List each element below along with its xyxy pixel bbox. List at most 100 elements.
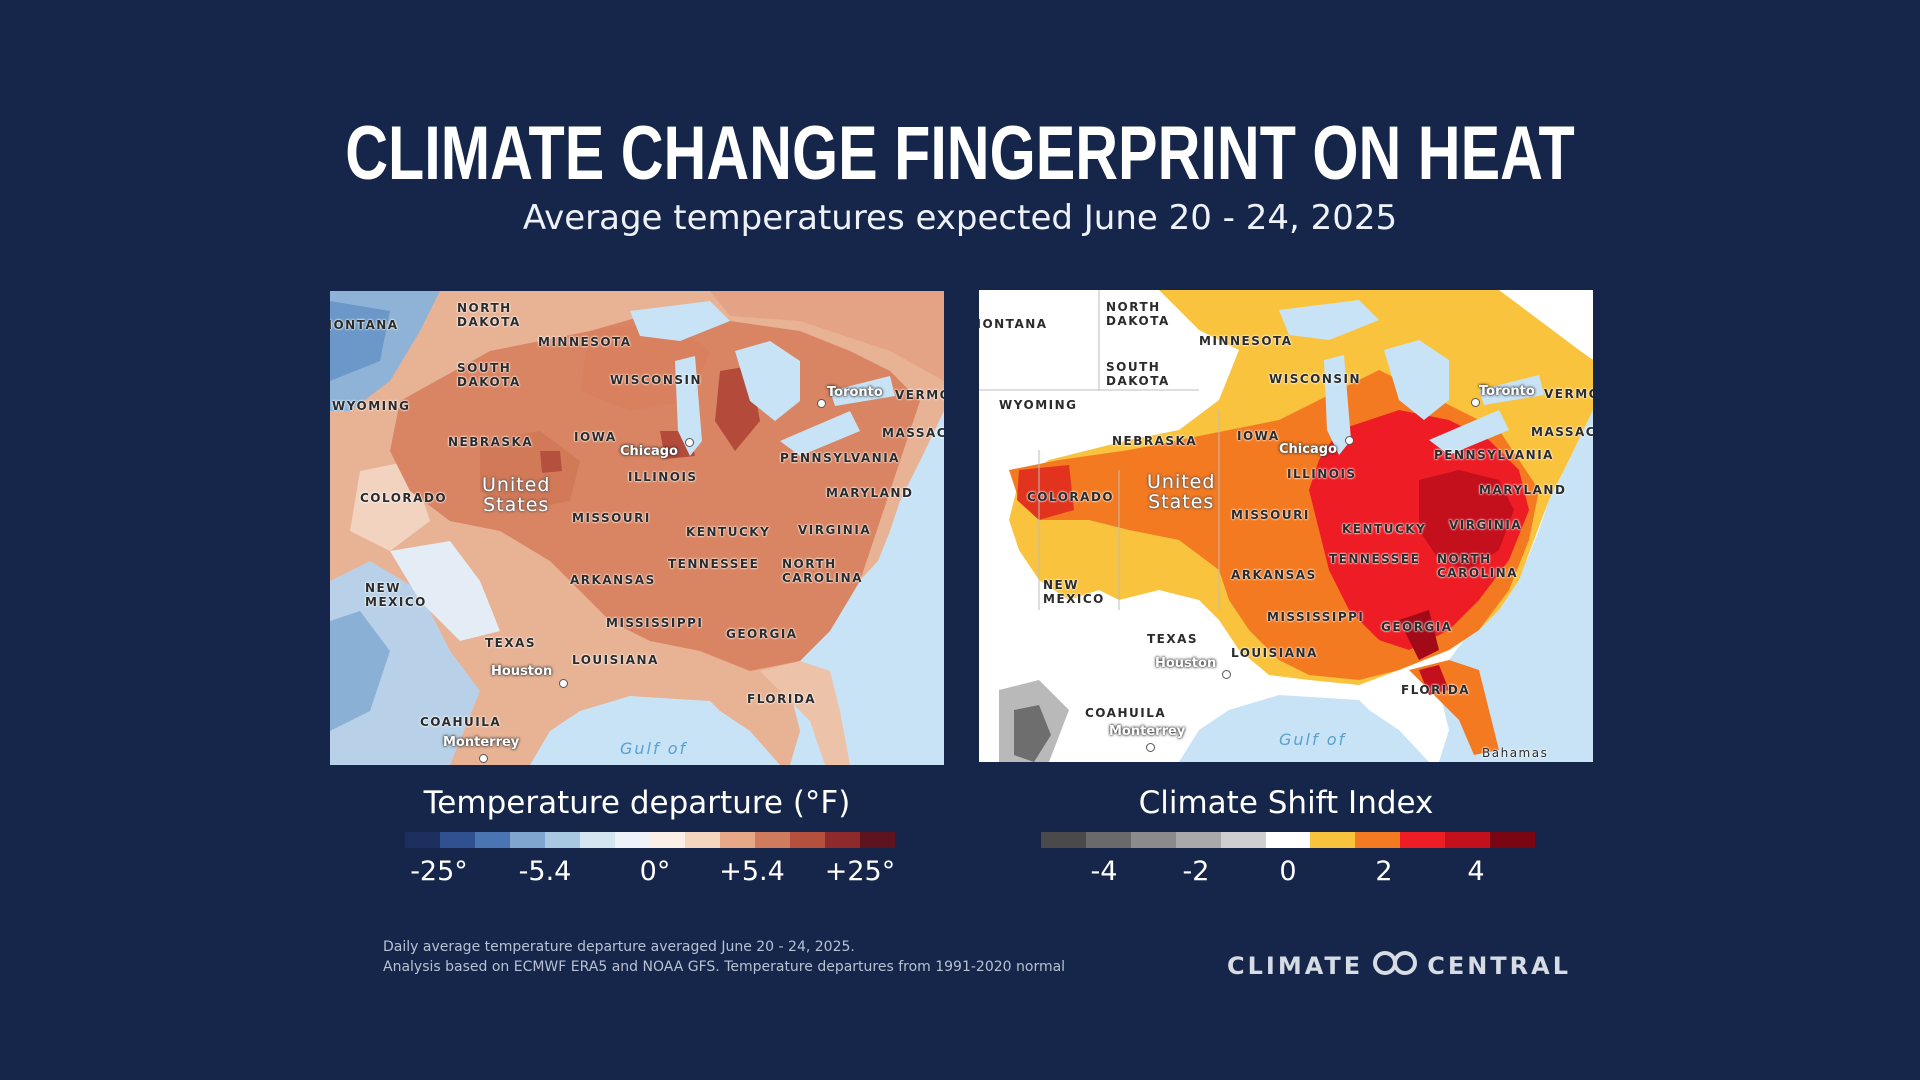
- tick-label: 0°: [639, 856, 671, 887]
- label-missouri: MISSOURI: [572, 511, 651, 525]
- color-swatch: [1220, 832, 1266, 848]
- temperature-color-scale: [405, 832, 895, 848]
- label-south-dakota: SOUTH DAKOTA: [1106, 360, 1170, 388]
- city-monterrey: Monterrey: [1109, 724, 1186, 739]
- city-dot-monterrey: [479, 754, 488, 763]
- city-chicago: Chicago: [1279, 442, 1337, 457]
- label-vermont: VERMO: [1544, 387, 1593, 401]
- label-massachusetts: MASSACH: [882, 426, 944, 440]
- label-georgia: GEORGIA: [1381, 620, 1453, 634]
- color-swatch: [1355, 832, 1401, 848]
- color-swatch: [720, 832, 755, 848]
- label-pennsylvania: PENNSYLVANIA: [1434, 448, 1554, 462]
- city-dot-toronto: [1471, 398, 1480, 407]
- label-missouri: MISSOURI: [1231, 508, 1310, 522]
- csi-map-graphic: [979, 290, 1593, 762]
- city-toronto: Toronto: [1479, 384, 1535, 399]
- color-swatch: [1265, 832, 1311, 848]
- climate-central-logo: CLIMATE CENTRAL: [1227, 950, 1571, 982]
- label-louisiana: LOUISIANA: [572, 653, 659, 667]
- label-florida: FLORIDA: [1401, 683, 1471, 697]
- label-montana: MONTANA: [979, 317, 1048, 331]
- climate-shift-index-map: NORTH DAKOTA MONTANA MINNESOTA SOUTH DAK…: [979, 290, 1593, 762]
- label-coahuila: COAHUILA: [420, 715, 502, 729]
- water-label-gulf: Gulf of: [620, 739, 688, 758]
- label-north-carolina: NORTH CAROLINA: [782, 557, 863, 585]
- tick-label: 4: [1467, 856, 1485, 887]
- tick-label: -25°: [410, 856, 468, 887]
- country-label: United States: [482, 474, 551, 516]
- label-pennsylvania: PENNSYLVANIA: [780, 451, 900, 465]
- label-arkansas: ARKANSAS: [1231, 568, 1317, 582]
- footnote-line-2: Analysis based on ECMWF ERA5 and NOAA GF…: [383, 959, 1066, 975]
- label-wisconsin: WISCONSIN: [610, 373, 703, 387]
- label-colorado: COLORADO: [360, 491, 448, 505]
- label-texas: TEXAS: [1147, 632, 1199, 646]
- label-colorado: COLORADO: [1027, 490, 1115, 504]
- label-illinois: ILLINOIS: [628, 470, 698, 484]
- temperature-legend-title: Temperature departure (°F): [423, 785, 851, 821]
- city-dot-monterrey: [1146, 743, 1155, 752]
- city-dot-houston: [559, 679, 568, 688]
- footnote-line-1: Daily average temperature departure aver…: [383, 939, 855, 955]
- city-dot-houston: [1222, 670, 1231, 679]
- label-louisiana: LOUISIANA: [1231, 646, 1318, 660]
- tick-label: +5.4: [719, 856, 785, 887]
- label-illinois: ILLINOIS: [1287, 467, 1357, 481]
- label-georgia: GEORGIA: [726, 627, 798, 641]
- color-swatch: [440, 832, 475, 848]
- label-coahuila: COAHUILA: [1085, 706, 1167, 720]
- label-wyoming: WYOMING: [332, 399, 411, 413]
- label-maryland: MARYLAND: [826, 486, 914, 500]
- city-dot-toronto: [817, 399, 826, 408]
- label-virginia: VIRGINIA: [798, 523, 872, 537]
- label-minnesota: MINNESOTA: [538, 335, 632, 349]
- label-nebraska: NEBRASKA: [448, 435, 534, 449]
- temperature-map-graphic: [330, 291, 944, 765]
- label-north-dakota: NORTH DAKOTA: [457, 301, 521, 329]
- color-swatch: [825, 832, 860, 848]
- city-chicago: Chicago: [620, 444, 678, 459]
- color-swatch: [755, 832, 790, 848]
- tick-label: -4: [1090, 856, 1118, 887]
- tick-label: 0: [1279, 856, 1297, 887]
- color-swatch: [860, 832, 895, 848]
- color-swatch: [1085, 832, 1131, 848]
- brand-text-right: CENTRAL: [1427, 952, 1572, 980]
- city-dot-chicago: [1345, 436, 1354, 445]
- color-swatch: [580, 832, 615, 848]
- color-swatch: [685, 832, 720, 848]
- label-mississippi: MISSISSIPPI: [1267, 610, 1365, 624]
- color-swatch: [1490, 832, 1535, 848]
- label-virginia: VIRGINIA: [1449, 518, 1523, 532]
- city-monterrey: Monterrey: [443, 735, 520, 750]
- label-minnesota: MINNESOTA: [1199, 334, 1293, 348]
- label-tennessee: TENNESSEE: [1329, 552, 1421, 566]
- label-wisconsin: WISCONSIN: [1269, 372, 1362, 386]
- color-swatch: [1041, 832, 1086, 848]
- tick-label: 2: [1375, 856, 1393, 887]
- label-bahamas: Bahamas: [1482, 746, 1549, 760]
- color-swatch: [1400, 832, 1446, 848]
- color-swatch: [510, 832, 545, 848]
- csi-color-scale: [1041, 832, 1535, 848]
- tick-label: -5.4: [518, 856, 572, 887]
- label-tennessee: TENNESSEE: [668, 557, 760, 571]
- color-swatch: [1175, 832, 1221, 848]
- water-label-gulf: Gulf of: [1279, 730, 1347, 749]
- label-wyoming: WYOMING: [999, 398, 1078, 412]
- page-title: CLIMATE CHANGE FINGERPRINT ON HEAT: [345, 111, 1575, 196]
- color-swatch: [405, 832, 440, 848]
- page-subtitle: Average temperatures expected June 20 - …: [522, 198, 1398, 238]
- brand-text-left: CLIMATE: [1227, 952, 1364, 980]
- label-south-dakota: SOUTH DAKOTA: [457, 361, 521, 389]
- csi-legend-title: Climate Shift Index: [1138, 785, 1434, 821]
- label-iowa: IOWA: [574, 430, 617, 444]
- label-texas: TEXAS: [485, 636, 537, 650]
- label-florida: FLORIDA: [747, 692, 817, 706]
- label-kentucky: KENTUCKY: [686, 525, 771, 539]
- color-swatch: [790, 832, 825, 848]
- color-swatch: [615, 832, 650, 848]
- label-north-carolina: NORTH CAROLINA: [1437, 552, 1518, 580]
- label-iowa: IOWA: [1237, 429, 1280, 443]
